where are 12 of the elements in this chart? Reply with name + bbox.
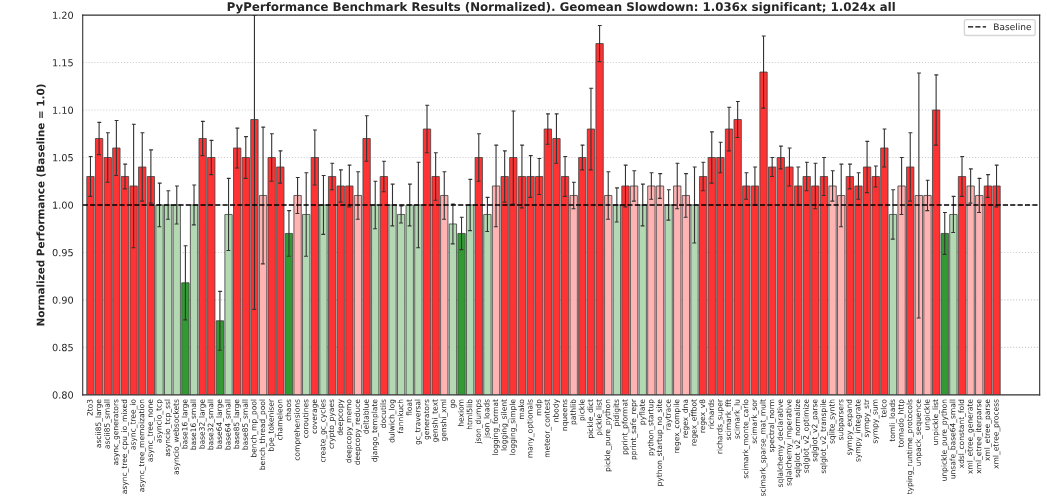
y-axis-title: Normalized Performance (Baseline = 1.0) xyxy=(36,84,46,326)
y-tick-label: 1.05 xyxy=(53,153,73,162)
chart-title: PyPerformance Benchmark Results (Normalized). Geomean Slowdown: 1.036x significant; 1.024x all xyxy=(227,1,895,14)
y-tick-label: 1.10 xyxy=(53,106,74,114)
y-tick-label: 1.15 xyxy=(53,59,73,67)
legend-label: Baseline xyxy=(994,23,1032,31)
y-tick-label: 1.20 xyxy=(53,11,74,19)
y-tick-label: 0.80 xyxy=(52,391,74,399)
y-tick-label: 0.85 xyxy=(52,343,73,352)
y-tick-label: 1.00 xyxy=(53,201,74,209)
y-tick-label: 0.90 xyxy=(52,296,74,304)
y-tick-label: 0.95 xyxy=(52,248,73,257)
